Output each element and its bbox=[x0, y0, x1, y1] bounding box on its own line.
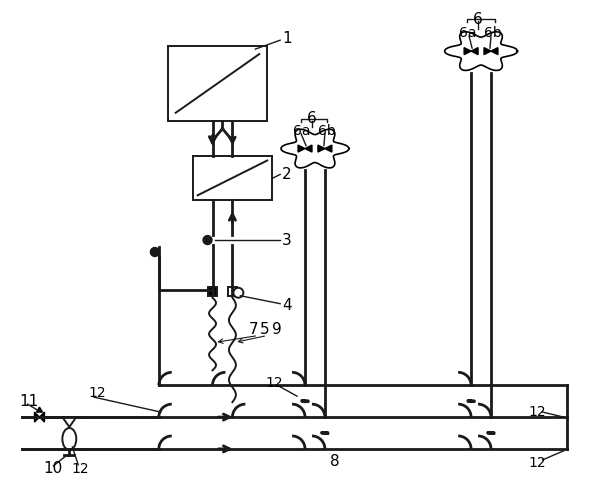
Bar bbox=[168, 46, 267, 120]
Text: 12: 12 bbox=[88, 386, 106, 400]
Text: 6: 6 bbox=[473, 12, 483, 27]
Text: 12: 12 bbox=[265, 376, 283, 390]
Text: 4: 4 bbox=[282, 298, 292, 313]
Text: 11: 11 bbox=[20, 394, 39, 408]
Polygon shape bbox=[63, 417, 76, 427]
Text: 6a: 6a bbox=[459, 26, 477, 40]
Text: 12: 12 bbox=[529, 405, 546, 419]
Text: 6b: 6b bbox=[484, 26, 502, 40]
Polygon shape bbox=[39, 412, 45, 422]
Polygon shape bbox=[484, 48, 491, 54]
Text: 6: 6 bbox=[307, 111, 317, 126]
Polygon shape bbox=[491, 48, 498, 54]
Text: 9: 9 bbox=[272, 322, 282, 337]
Polygon shape bbox=[471, 48, 478, 54]
Polygon shape bbox=[34, 412, 39, 422]
Polygon shape bbox=[37, 407, 42, 412]
Text: 2: 2 bbox=[282, 167, 292, 182]
Text: 1: 1 bbox=[282, 30, 292, 46]
Polygon shape bbox=[464, 48, 471, 54]
Bar bbox=[208, 288, 217, 296]
Polygon shape bbox=[298, 145, 305, 152]
Text: 3: 3 bbox=[282, 232, 292, 248]
Circle shape bbox=[234, 288, 243, 298]
Circle shape bbox=[203, 236, 212, 244]
Bar bbox=[228, 288, 237, 296]
Text: 6b: 6b bbox=[318, 124, 336, 138]
Text: 8: 8 bbox=[330, 454, 340, 469]
Text: 6a: 6a bbox=[293, 124, 311, 138]
Text: 10: 10 bbox=[44, 462, 63, 476]
Circle shape bbox=[150, 248, 159, 256]
Polygon shape bbox=[325, 145, 332, 152]
Text: 5: 5 bbox=[261, 322, 270, 337]
Text: 12: 12 bbox=[529, 456, 546, 470]
Bar bbox=[192, 156, 272, 200]
Ellipse shape bbox=[63, 428, 76, 450]
Polygon shape bbox=[305, 145, 312, 152]
Polygon shape bbox=[318, 145, 325, 152]
Text: 12: 12 bbox=[71, 462, 89, 476]
Text: 7: 7 bbox=[248, 322, 258, 337]
